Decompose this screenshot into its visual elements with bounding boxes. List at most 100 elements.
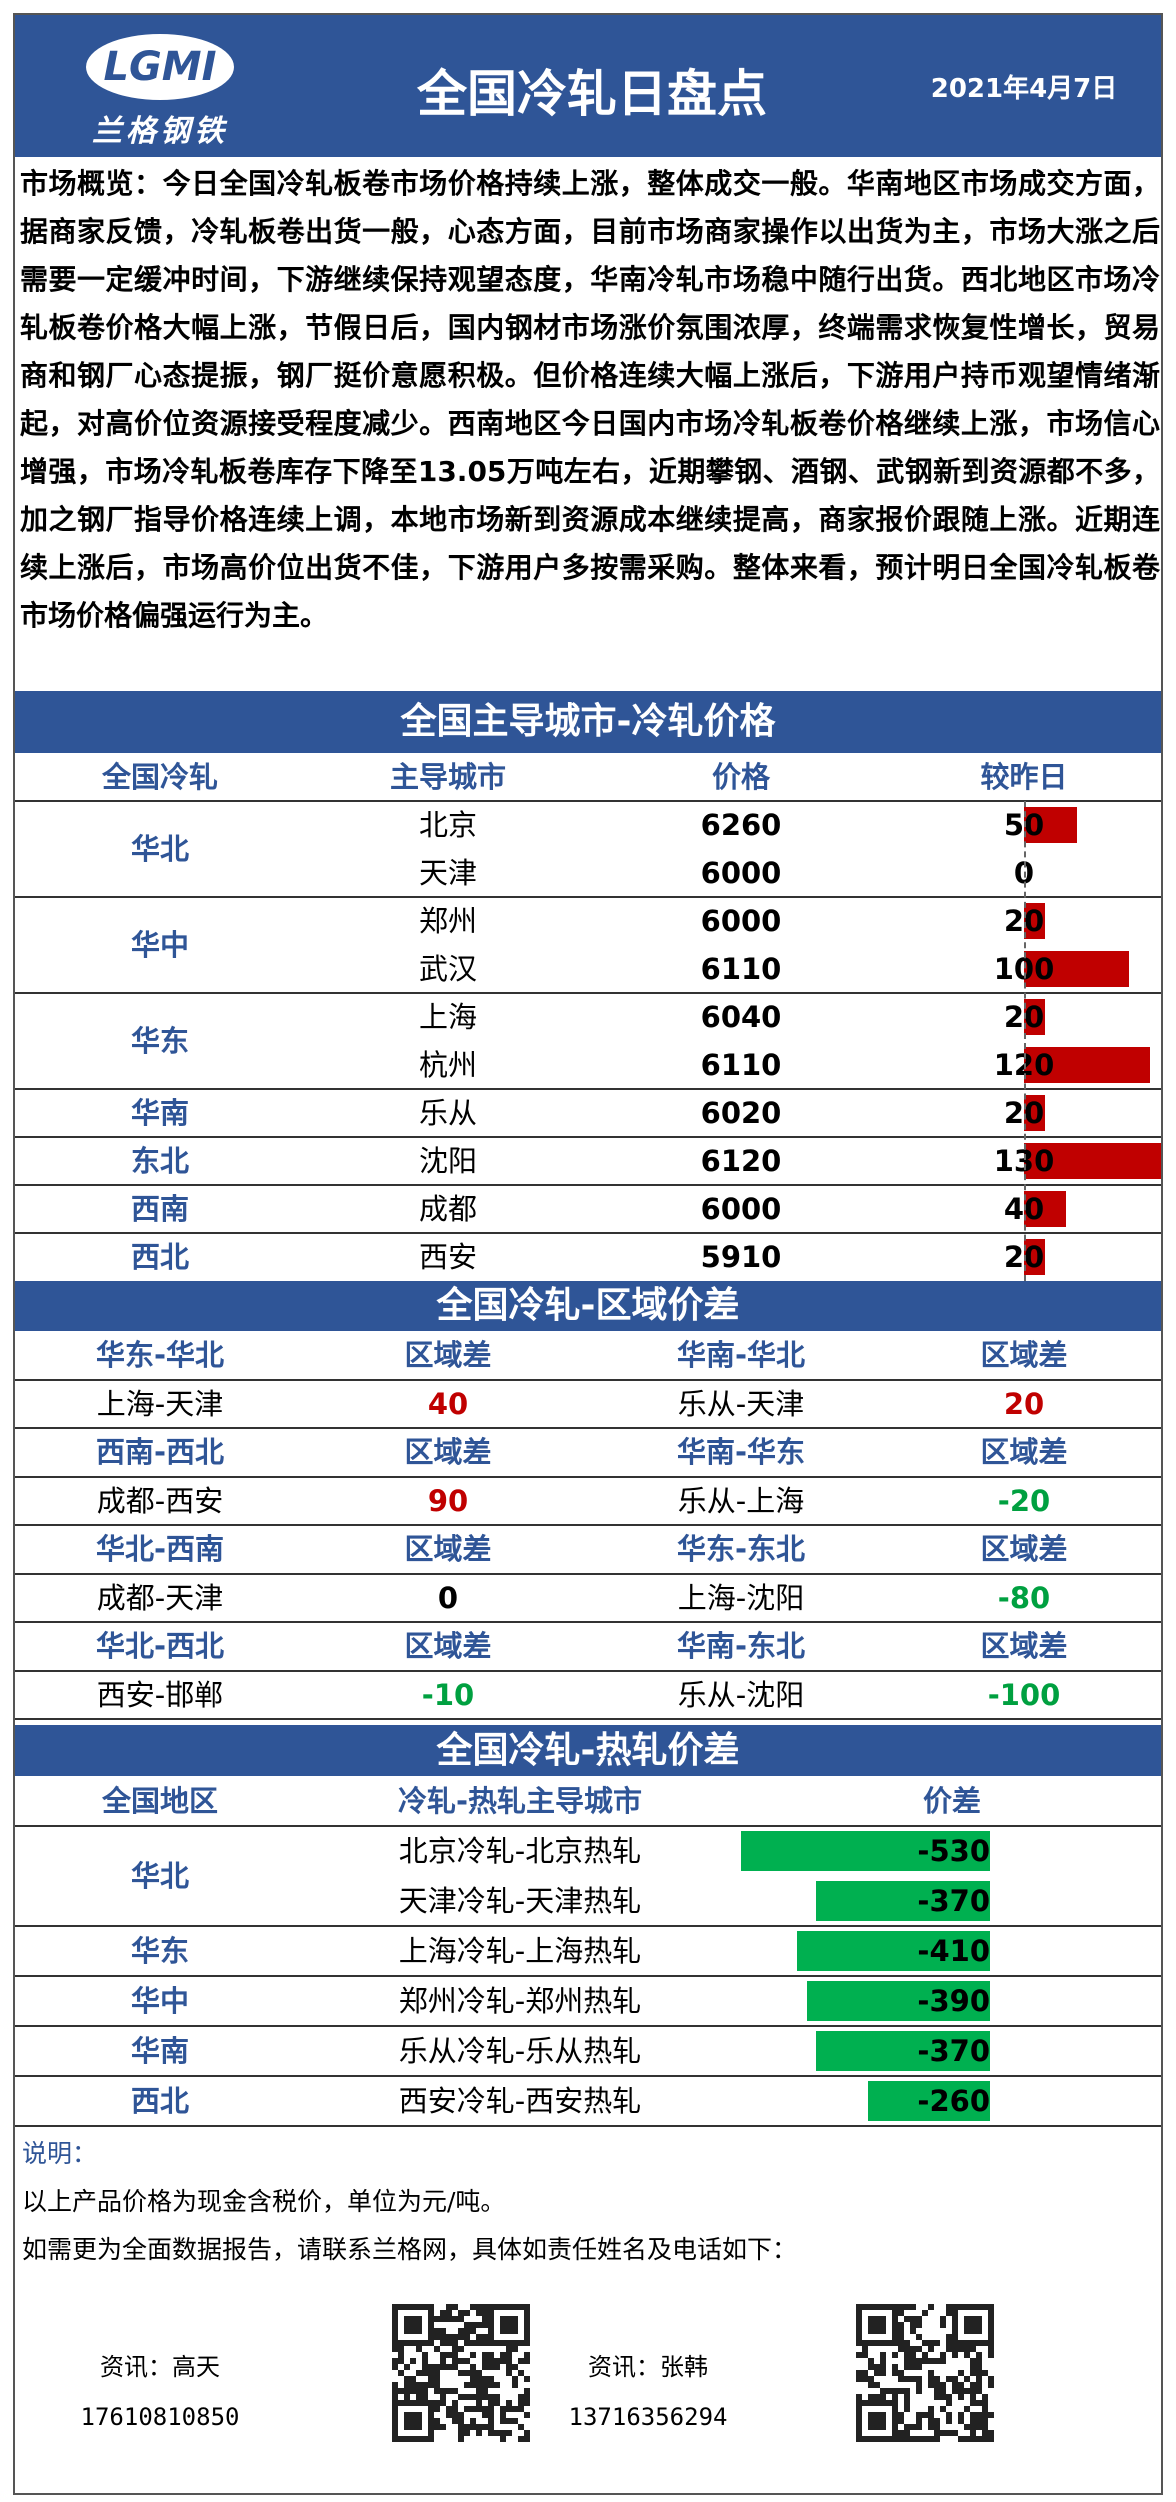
hot-value: -410 bbox=[917, 1934, 990, 1968]
qr-dot bbox=[482, 2310, 488, 2316]
qr-dot bbox=[856, 2376, 862, 2382]
spread-bar bbox=[867, 2081, 990, 2121]
column-header: 冷轧-热轧主导城市 bbox=[397, 1784, 643, 1818]
qr-dot bbox=[494, 2358, 500, 2364]
qr-dot bbox=[434, 2400, 440, 2406]
qr-dot bbox=[500, 2352, 506, 2358]
cities: 乐从-沈阳 bbox=[677, 1678, 805, 1712]
region: 华南 bbox=[130, 2034, 190, 2068]
qr-dot bbox=[982, 2424, 988, 2430]
hot-value: -530 bbox=[917, 1834, 990, 1868]
qr-dot bbox=[488, 2376, 494, 2382]
spread-bar bbox=[806, 1981, 990, 2021]
price: 6120 bbox=[700, 1144, 782, 1178]
qr-dot bbox=[928, 2436, 934, 2442]
qr-dot bbox=[970, 2346, 976, 2352]
qr-dot bbox=[874, 2382, 880, 2388]
change-bar bbox=[1024, 807, 1077, 843]
qr-dot bbox=[518, 2400, 524, 2406]
qr-dot bbox=[928, 2412, 934, 2418]
qr-dot bbox=[964, 2424, 970, 2430]
qr-dot bbox=[904, 2364, 910, 2370]
qr-dot bbox=[458, 2310, 464, 2316]
qr-dot bbox=[422, 2382, 428, 2388]
qr-dot bbox=[988, 2412, 994, 2418]
qr-dot bbox=[934, 2430, 940, 2436]
qr-dot bbox=[476, 2334, 482, 2340]
city: 西安 bbox=[418, 1240, 478, 1274]
qr-dot bbox=[512, 2406, 518, 2412]
qr-dot bbox=[476, 2322, 482, 2328]
qr-dot bbox=[464, 2424, 470, 2430]
qr-dot bbox=[452, 2388, 458, 2394]
qr-dot bbox=[868, 2364, 874, 2370]
qr-dot bbox=[518, 2436, 524, 2442]
spread-head: 区域差 bbox=[404, 1532, 492, 1566]
pair: 华南-华东 bbox=[676, 1435, 806, 1469]
qr-dot bbox=[946, 2412, 952, 2418]
qr-dot bbox=[928, 2376, 934, 2382]
qr-dot bbox=[476, 2304, 482, 2310]
qr-dot bbox=[476, 2400, 482, 2406]
qr-dot bbox=[856, 2352, 862, 2358]
region: 西南 bbox=[130, 1192, 190, 1226]
qr-finder bbox=[392, 2400, 434, 2442]
contact-name: 资讯：高天 bbox=[100, 2353, 220, 2381]
qr-dot bbox=[898, 2334, 904, 2340]
qr-dot bbox=[464, 2322, 470, 2328]
qr-dot bbox=[488, 2406, 494, 2412]
qr-dot bbox=[988, 2352, 994, 2358]
qr-finder bbox=[488, 2304, 530, 2346]
qr-dot bbox=[464, 2430, 470, 2436]
qr-dot bbox=[964, 2406, 970, 2412]
qr-dot bbox=[928, 2406, 934, 2412]
qr-dot bbox=[916, 2346, 922, 2352]
qr-dot bbox=[976, 2382, 982, 2388]
price: 6110 bbox=[700, 1048, 782, 1082]
qr-dot bbox=[440, 2388, 446, 2394]
change-bar bbox=[1024, 903, 1045, 939]
qr-dot bbox=[476, 2394, 482, 2400]
qr-dot bbox=[446, 2334, 452, 2340]
qr-dot bbox=[500, 2436, 506, 2442]
contact-name: 资讯：张韩 bbox=[588, 2353, 708, 2381]
qr-dot bbox=[916, 2412, 922, 2418]
qr-dot bbox=[880, 2358, 886, 2364]
qr-dot bbox=[416, 2388, 422, 2394]
qr-dot bbox=[392, 2382, 398, 2388]
qr-dot bbox=[982, 2406, 988, 2412]
spread-head: 区域差 bbox=[404, 1435, 492, 1469]
qr-dot bbox=[976, 2370, 982, 2376]
qr-dot bbox=[464, 2382, 470, 2388]
qr-dot bbox=[952, 2376, 958, 2382]
row-line bbox=[15, 800, 1161, 802]
price: 6000 bbox=[700, 904, 782, 938]
row-line bbox=[15, 1621, 1161, 1623]
qr-dot bbox=[434, 2334, 440, 2340]
city: 武汉 bbox=[418, 952, 478, 986]
qr-dot bbox=[392, 2394, 398, 2400]
qr-dot bbox=[476, 2370, 482, 2376]
qr-dot bbox=[404, 2376, 410, 2382]
qr-dot bbox=[446, 2304, 452, 2310]
qr-dot bbox=[862, 2376, 868, 2382]
qr-dot bbox=[934, 2424, 940, 2430]
qr-dot bbox=[934, 2418, 940, 2424]
qr-dot bbox=[928, 2346, 934, 2352]
column-header: 较昨日 bbox=[980, 760, 1068, 794]
city: 杭州 bbox=[418, 1048, 478, 1082]
qr-dot bbox=[476, 2382, 482, 2388]
qr-dot bbox=[452, 2352, 458, 2358]
qr-dot bbox=[874, 2370, 880, 2376]
city: 北京 bbox=[418, 808, 478, 842]
qr-dot bbox=[904, 2304, 910, 2310]
qr-dot bbox=[910, 2358, 916, 2364]
qr-dot bbox=[524, 2436, 530, 2442]
qr-dot bbox=[880, 2364, 886, 2370]
qr-dot bbox=[404, 2364, 410, 2370]
hot-value: -370 bbox=[917, 2034, 990, 2068]
qr-dot bbox=[934, 2388, 940, 2394]
spread-head: 区域差 bbox=[980, 1532, 1068, 1566]
item: 郑州冷轧-郑州热轧 bbox=[398, 1984, 642, 2018]
qr-dot bbox=[976, 2376, 982, 2382]
